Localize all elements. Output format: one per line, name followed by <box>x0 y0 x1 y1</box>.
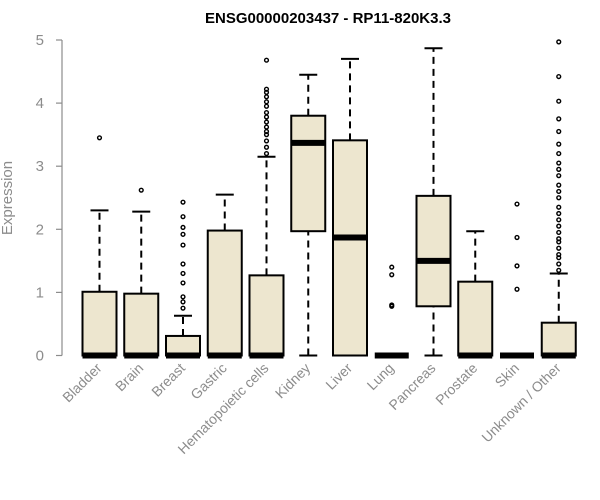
y-axis-label: Expression <box>0 161 16 235</box>
outlier-point <box>263 144 270 150</box>
outlier-point <box>263 94 270 100</box>
x-tick-label: Bladder <box>59 360 105 406</box>
outlier-point <box>180 280 186 286</box>
outlier-point <box>556 98 562 104</box>
y-tick-label: 2 <box>36 221 44 238</box>
box-iqr <box>123 292 160 357</box>
outlier-point <box>263 138 270 144</box>
y-axis: 0 1 2 3 4 5 <box>36 32 63 365</box>
outlier-point <box>263 114 270 120</box>
outlier-point <box>180 270 186 277</box>
outlier-point <box>138 187 144 193</box>
outlier-point <box>263 124 270 130</box>
outlier-point <box>556 223 562 229</box>
outlier-point <box>556 236 562 242</box>
box-iqr <box>332 139 368 357</box>
outlier-point <box>263 103 270 109</box>
box-gastric <box>206 193 243 359</box>
outlier-point <box>389 264 395 270</box>
outlier-point <box>556 251 562 258</box>
outlier-point <box>263 109 270 116</box>
x-tick-label: Kidney <box>272 360 314 402</box>
box-kidney <box>290 73 327 357</box>
x-tick-label: Unknown / Other <box>478 360 564 446</box>
outlier-point <box>556 150 562 157</box>
y-tick-label: 0 <box>36 348 44 365</box>
outlier-point <box>263 150 270 157</box>
outlier-point <box>556 204 562 210</box>
chart-title: ENSG00000203437 - RP11-820K3.3 <box>205 10 451 27</box>
box-iqr <box>540 321 577 357</box>
y-tick-label: 1 <box>36 284 44 301</box>
box-iqr <box>415 194 452 308</box>
box-skin <box>500 201 534 359</box>
box-bladder <box>81 135 118 359</box>
outlier-point <box>180 299 186 305</box>
outlier-point <box>556 173 562 179</box>
outlier-point <box>389 272 395 278</box>
box-liver <box>332 57 368 357</box>
outlier-point <box>556 188 562 195</box>
outlier-point <box>556 166 562 172</box>
outlier-point <box>180 199 186 205</box>
box-prostate <box>457 230 494 359</box>
outlier-point <box>556 267 562 273</box>
y-tick-label: 5 <box>36 32 44 49</box>
outlier-point <box>263 128 270 135</box>
x-tick-label: Liver <box>322 360 355 393</box>
box-pancreas <box>415 47 452 357</box>
box-iqr <box>248 274 285 357</box>
outlier-point <box>556 217 562 223</box>
outlier-point <box>556 128 562 135</box>
outlier-point <box>389 302 395 308</box>
outlier-point <box>263 57 270 63</box>
x-tick-label: Prostate <box>432 360 480 408</box>
outlier-point <box>556 182 562 188</box>
outlier-point <box>514 263 520 269</box>
outlier-point <box>263 119 270 125</box>
x-tick-label: Brain <box>112 360 146 394</box>
outlier-point <box>180 305 186 311</box>
box-unknown-other <box>540 39 577 359</box>
outlier-point <box>96 135 103 141</box>
outlier-point <box>556 195 562 201</box>
outlier-point <box>556 39 562 45</box>
outlier-point <box>263 99 270 105</box>
outlier-point <box>180 261 186 267</box>
box-series <box>81 39 577 359</box>
outlier-point <box>514 201 520 207</box>
y-tick-label: 3 <box>36 158 44 175</box>
outlier-point <box>556 261 562 267</box>
outlier-point <box>556 141 562 147</box>
outlier-point <box>180 242 186 248</box>
outlier-point <box>556 160 562 166</box>
box-hematopoietic-cells <box>248 57 285 359</box>
outlier-point <box>180 214 186 220</box>
outlier-point <box>556 245 562 251</box>
box-breast <box>165 199 201 359</box>
outlier-point <box>556 73 562 80</box>
outlier-point <box>180 294 186 300</box>
x-tick-label: Skin <box>492 360 523 391</box>
outlier-point <box>556 229 562 236</box>
outlier-point <box>556 210 562 217</box>
outlier-point <box>180 231 186 237</box>
box-iqr <box>81 290 118 357</box>
box-iqr <box>206 229 243 357</box>
outlier-point <box>556 116 562 122</box>
outlier-point <box>514 234 520 241</box>
outlier-point <box>263 86 270 92</box>
box-iqr <box>457 280 494 357</box>
box-iqr <box>290 114 327 233</box>
x-tick-label: Lung <box>364 360 397 393</box>
outlier-point <box>514 286 520 292</box>
x-tick-label: Breast <box>148 360 188 400</box>
box-lung <box>374 264 409 359</box>
box-brain <box>123 187 160 359</box>
y-tick-label: 4 <box>36 95 44 112</box>
outlier-point <box>180 224 186 231</box>
